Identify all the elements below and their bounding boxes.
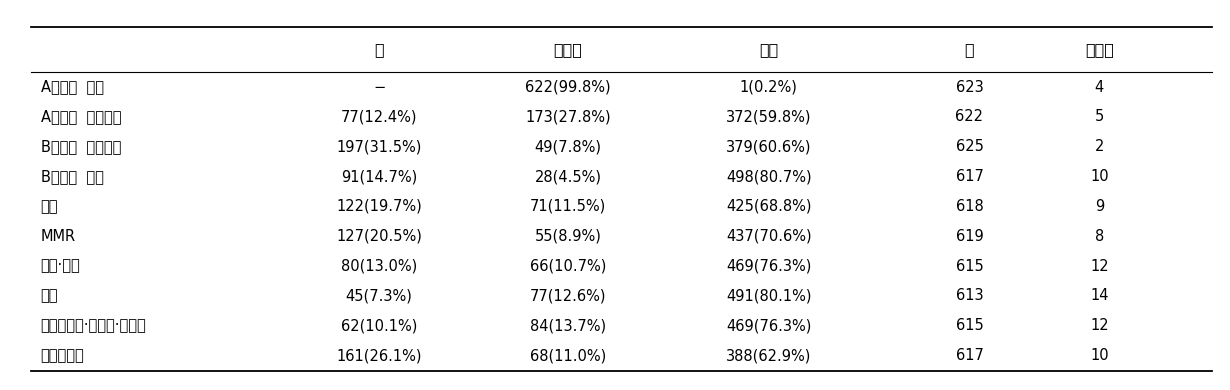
Text: 425(68.8%): 425(68.8%) [726,199,812,214]
Text: 161(26.1%): 161(26.1%) [336,348,422,363]
Text: 379(60.6%): 379(60.6%) [726,139,812,154]
Text: 372(59.8%): 372(59.8%) [726,110,812,124]
Text: 62(10.1%): 62(10.1%) [341,318,417,333]
Text: 71(11.5%): 71(11.5%) [530,199,606,214]
Text: 계: 계 [964,42,974,57]
Text: 9: 9 [1095,199,1105,214]
Text: 618: 618 [956,199,983,214]
Text: 모름: 모름 [759,42,779,57]
Text: 469(76.3%): 469(76.3%) [726,318,812,333]
Text: 127(20.5%): 127(20.5%) [336,229,422,244]
Text: 1(0.2%): 1(0.2%) [739,80,798,94]
Text: 77(12.4%): 77(12.4%) [341,110,417,124]
Text: 수두: 수두 [41,199,58,214]
Text: 10: 10 [1090,348,1108,363]
Text: 66(10.7%): 66(10.7%) [530,259,606,273]
Text: 49(7.8%): 49(7.8%) [535,139,601,154]
Text: 437(70.6%): 437(70.6%) [726,229,812,244]
Text: B형간염  항체: B형간염 항체 [41,169,103,184]
Text: 45(7.3%): 45(7.3%) [346,289,412,303]
Text: 예: 예 [374,42,384,57]
Text: 5: 5 [1095,110,1105,124]
Text: 77(12.6%): 77(12.6%) [530,289,606,303]
Text: 8: 8 [1095,229,1105,244]
Text: 615: 615 [956,318,983,333]
Text: 4: 4 [1095,80,1105,94]
Text: 625: 625 [956,139,984,154]
Text: 615: 615 [956,259,983,273]
Text: 197(31.5%): 197(31.5%) [336,139,422,154]
Text: 디프테리아·파상풍·백일해: 디프테리아·파상풍·백일해 [41,318,146,333]
Text: 498(80.7%): 498(80.7%) [726,169,812,184]
Text: 12: 12 [1090,318,1108,333]
Text: 491(80.1%): 491(80.1%) [726,289,812,303]
Text: 12: 12 [1090,259,1108,273]
Text: A형간염  감염: A형간염 감염 [41,80,103,94]
Text: 469(76.3%): 469(76.3%) [726,259,812,273]
Text: 80(13.0%): 80(13.0%) [341,259,417,273]
Text: 617: 617 [956,348,984,363]
Text: 622(99.8%): 622(99.8%) [525,80,611,94]
Text: −: − [373,80,385,94]
Text: 55(8.9%): 55(8.9%) [535,229,601,244]
Text: 84(13.7%): 84(13.7%) [530,318,606,333]
Text: 173(27.8%): 173(27.8%) [525,110,611,124]
Text: 617: 617 [956,169,984,184]
Text: 68(11.0%): 68(11.0%) [530,348,606,363]
Text: 91(14.7%): 91(14.7%) [341,169,417,184]
Text: A형간염  예방접종: A형간염 예방접종 [41,110,121,124]
Text: 10: 10 [1090,169,1108,184]
Text: 무응답: 무응답 [1085,42,1114,57]
Text: 623: 623 [956,80,983,94]
Text: MMR: MMR [41,229,76,244]
Text: 풍진: 풍진 [41,289,58,303]
Text: 122(19.7%): 122(19.7%) [336,199,422,214]
Text: 홍역·풍진: 홍역·풍진 [41,259,80,273]
Text: B형간염  예방접종: B형간염 예방접종 [41,139,121,154]
Text: 619: 619 [956,229,983,244]
Text: 14: 14 [1090,289,1108,303]
Text: 인플루엔자: 인플루엔자 [41,348,85,363]
Text: 아니오: 아니오 [554,42,583,57]
Text: 28(4.5%): 28(4.5%) [535,169,601,184]
Text: 613: 613 [956,289,983,303]
Text: 2: 2 [1095,139,1105,154]
Text: 622: 622 [956,110,984,124]
Text: 388(62.9%): 388(62.9%) [726,348,812,363]
